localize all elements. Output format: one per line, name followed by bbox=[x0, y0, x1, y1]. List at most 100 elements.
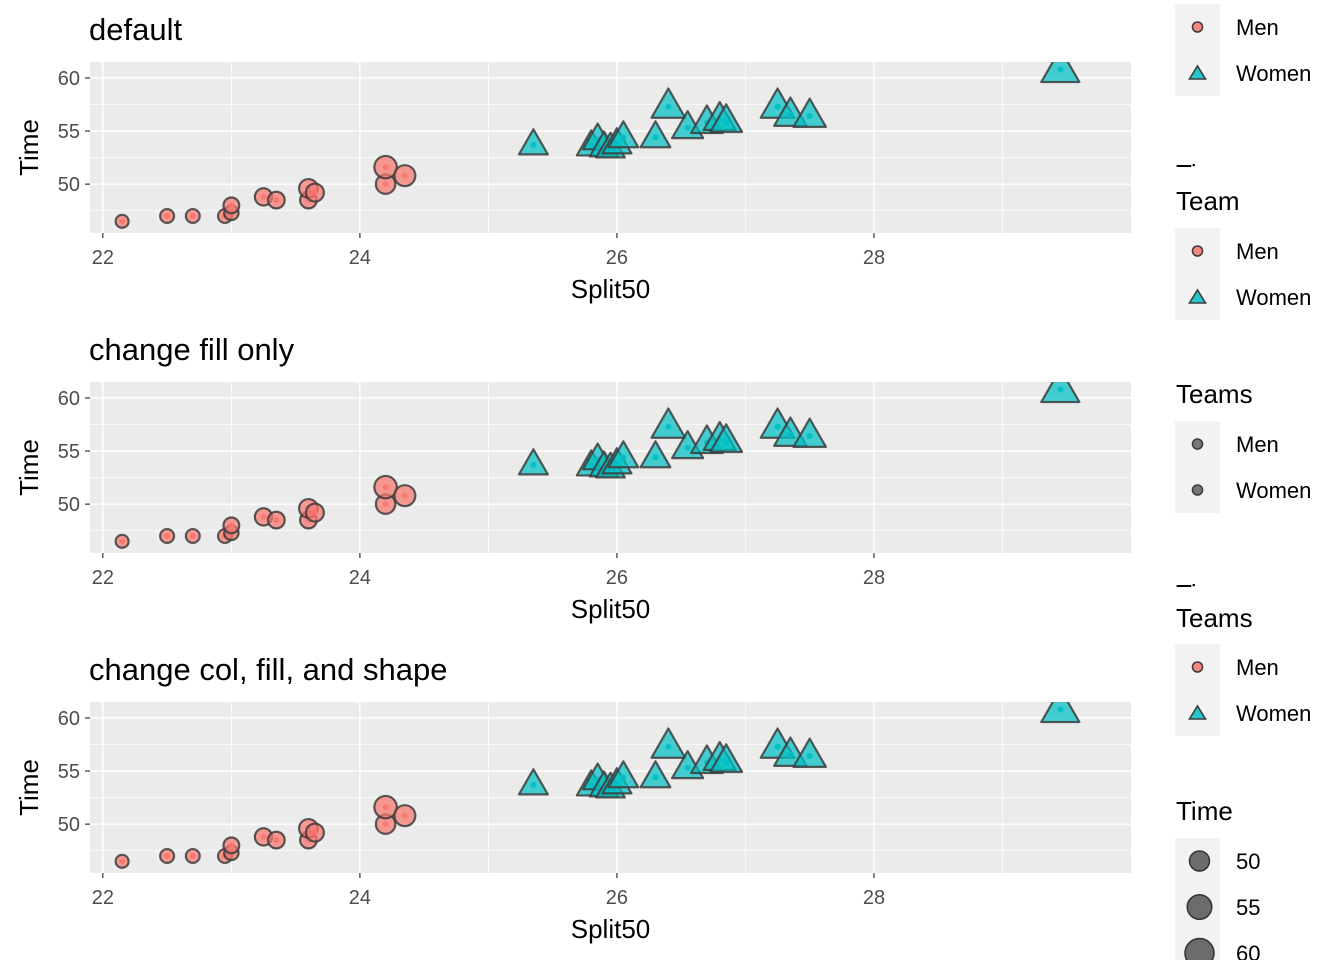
point-women-center bbox=[806, 753, 813, 760]
data-points bbox=[114, 702, 1081, 869]
legend-key-men bbox=[1191, 661, 1204, 673]
point-women-center bbox=[723, 758, 730, 765]
point-women-center bbox=[665, 423, 672, 430]
point-women-center bbox=[723, 438, 730, 445]
panel-title: change col, fill, and shape bbox=[89, 652, 447, 687]
point-women-center bbox=[723, 118, 730, 125]
legend-key-women bbox=[1188, 704, 1207, 720]
point-men-center bbox=[401, 492, 408, 499]
point-women bbox=[792, 417, 828, 448]
x-axis-title: Split50 bbox=[571, 914, 651, 944]
legend-label: Women bbox=[1236, 478, 1311, 503]
point-women-center bbox=[774, 103, 781, 110]
y-tick-label: 60 bbox=[58, 68, 80, 90]
point-men-center bbox=[401, 172, 408, 179]
point-women bbox=[709, 743, 744, 774]
point-women bbox=[709, 423, 744, 454]
x-tick-label: 26 bbox=[606, 567, 628, 589]
point-women bbox=[650, 87, 687, 119]
legend-title-clipped: Time bbox=[1176, 579, 1233, 609]
legend-key-size-60 bbox=[1184, 937, 1215, 960]
point-men-center bbox=[119, 858, 126, 865]
point-women-center bbox=[665, 743, 672, 750]
legend-label: Women bbox=[1236, 701, 1311, 726]
point-women-center bbox=[652, 454, 659, 461]
point-men-center bbox=[189, 853, 196, 860]
point-women-center bbox=[1057, 386, 1064, 393]
point-men-center bbox=[382, 484, 389, 491]
point-women-center bbox=[684, 444, 691, 451]
point-women bbox=[650, 727, 687, 759]
legend-label: Men bbox=[1236, 15, 1279, 40]
legend-key-women bbox=[1188, 288, 1207, 304]
legend-label: Women bbox=[1236, 61, 1311, 86]
point-men-center bbox=[164, 533, 171, 540]
panel-title: default bbox=[89, 12, 182, 47]
point-men-center bbox=[260, 833, 267, 840]
x-tick-label: 24 bbox=[349, 567, 371, 589]
point-women bbox=[607, 760, 640, 789]
panel-title: change fill only bbox=[89, 332, 295, 367]
point-women-center bbox=[787, 432, 794, 439]
legend-title: Time bbox=[1176, 796, 1233, 826]
y-axis-title: Time bbox=[14, 119, 44, 176]
legend-key-size-55 bbox=[1186, 894, 1213, 920]
point-men-center bbox=[382, 164, 389, 171]
legend-title: Team bbox=[1176, 186, 1240, 216]
y-tick-label: 55 bbox=[58, 441, 80, 463]
point-women bbox=[792, 97, 828, 128]
legend-title: Teams bbox=[1176, 603, 1253, 633]
legend-label: Men bbox=[1236, 239, 1279, 264]
point-men-center bbox=[273, 517, 280, 524]
x-tick-label: 26 bbox=[606, 247, 628, 269]
point-men-center bbox=[273, 837, 280, 844]
point-women bbox=[792, 737, 828, 768]
point-women bbox=[517, 768, 549, 796]
x-tick-label: 26 bbox=[606, 887, 628, 909]
point-men-center bbox=[382, 181, 389, 188]
point-women-center bbox=[620, 774, 627, 781]
point-women-center bbox=[787, 752, 794, 759]
point-men-center bbox=[311, 189, 318, 196]
point-women bbox=[607, 120, 640, 149]
point-women-center bbox=[620, 134, 627, 141]
point-women bbox=[517, 448, 549, 476]
y-tick-label: 55 bbox=[58, 121, 80, 143]
x-axis-title: Split50 bbox=[571, 274, 651, 304]
point-women-center bbox=[806, 433, 813, 440]
x-tick-label: 28 bbox=[863, 247, 885, 269]
legend-label: Women bbox=[1236, 285, 1311, 310]
point-women bbox=[639, 440, 672, 469]
x-tick-label: 24 bbox=[349, 247, 371, 269]
x-tick-label: 28 bbox=[863, 567, 885, 589]
point-men-center bbox=[164, 213, 171, 220]
legend-key-women bbox=[1188, 64, 1207, 80]
y-tick-label: 60 bbox=[58, 388, 80, 410]
legend-key-size-50 bbox=[1188, 850, 1211, 872]
point-men-center bbox=[260, 193, 267, 200]
point-men-center bbox=[228, 522, 235, 529]
x-tick-label: 22 bbox=[92, 567, 114, 589]
point-women bbox=[639, 120, 672, 149]
point-men-center bbox=[311, 509, 318, 516]
legend-title-clipped: Time bbox=[1176, 159, 1233, 189]
legend-title: Teams bbox=[1176, 379, 1253, 409]
legend-label: Men bbox=[1236, 655, 1279, 680]
point-men-center bbox=[401, 812, 408, 819]
point-men-center bbox=[164, 853, 171, 860]
legend-key-women bbox=[1191, 484, 1204, 496]
point-men-center bbox=[119, 218, 126, 225]
point-men-center bbox=[189, 533, 196, 540]
point-women-center bbox=[1057, 66, 1064, 73]
point-women-center bbox=[774, 423, 781, 430]
point-women bbox=[607, 440, 640, 469]
point-men-center bbox=[189, 213, 196, 220]
legend-label: 50 bbox=[1236, 849, 1260, 874]
y-tick-label: 55 bbox=[58, 761, 80, 783]
point-women-center bbox=[1057, 706, 1064, 713]
panel-2: 22 24 26 28 50 55 60 change fill only Split50 Tim… bbox=[14, 332, 1131, 624]
legend-label: 55 bbox=[1236, 895, 1260, 920]
point-men-center bbox=[311, 829, 318, 836]
point-women-center bbox=[530, 461, 537, 468]
